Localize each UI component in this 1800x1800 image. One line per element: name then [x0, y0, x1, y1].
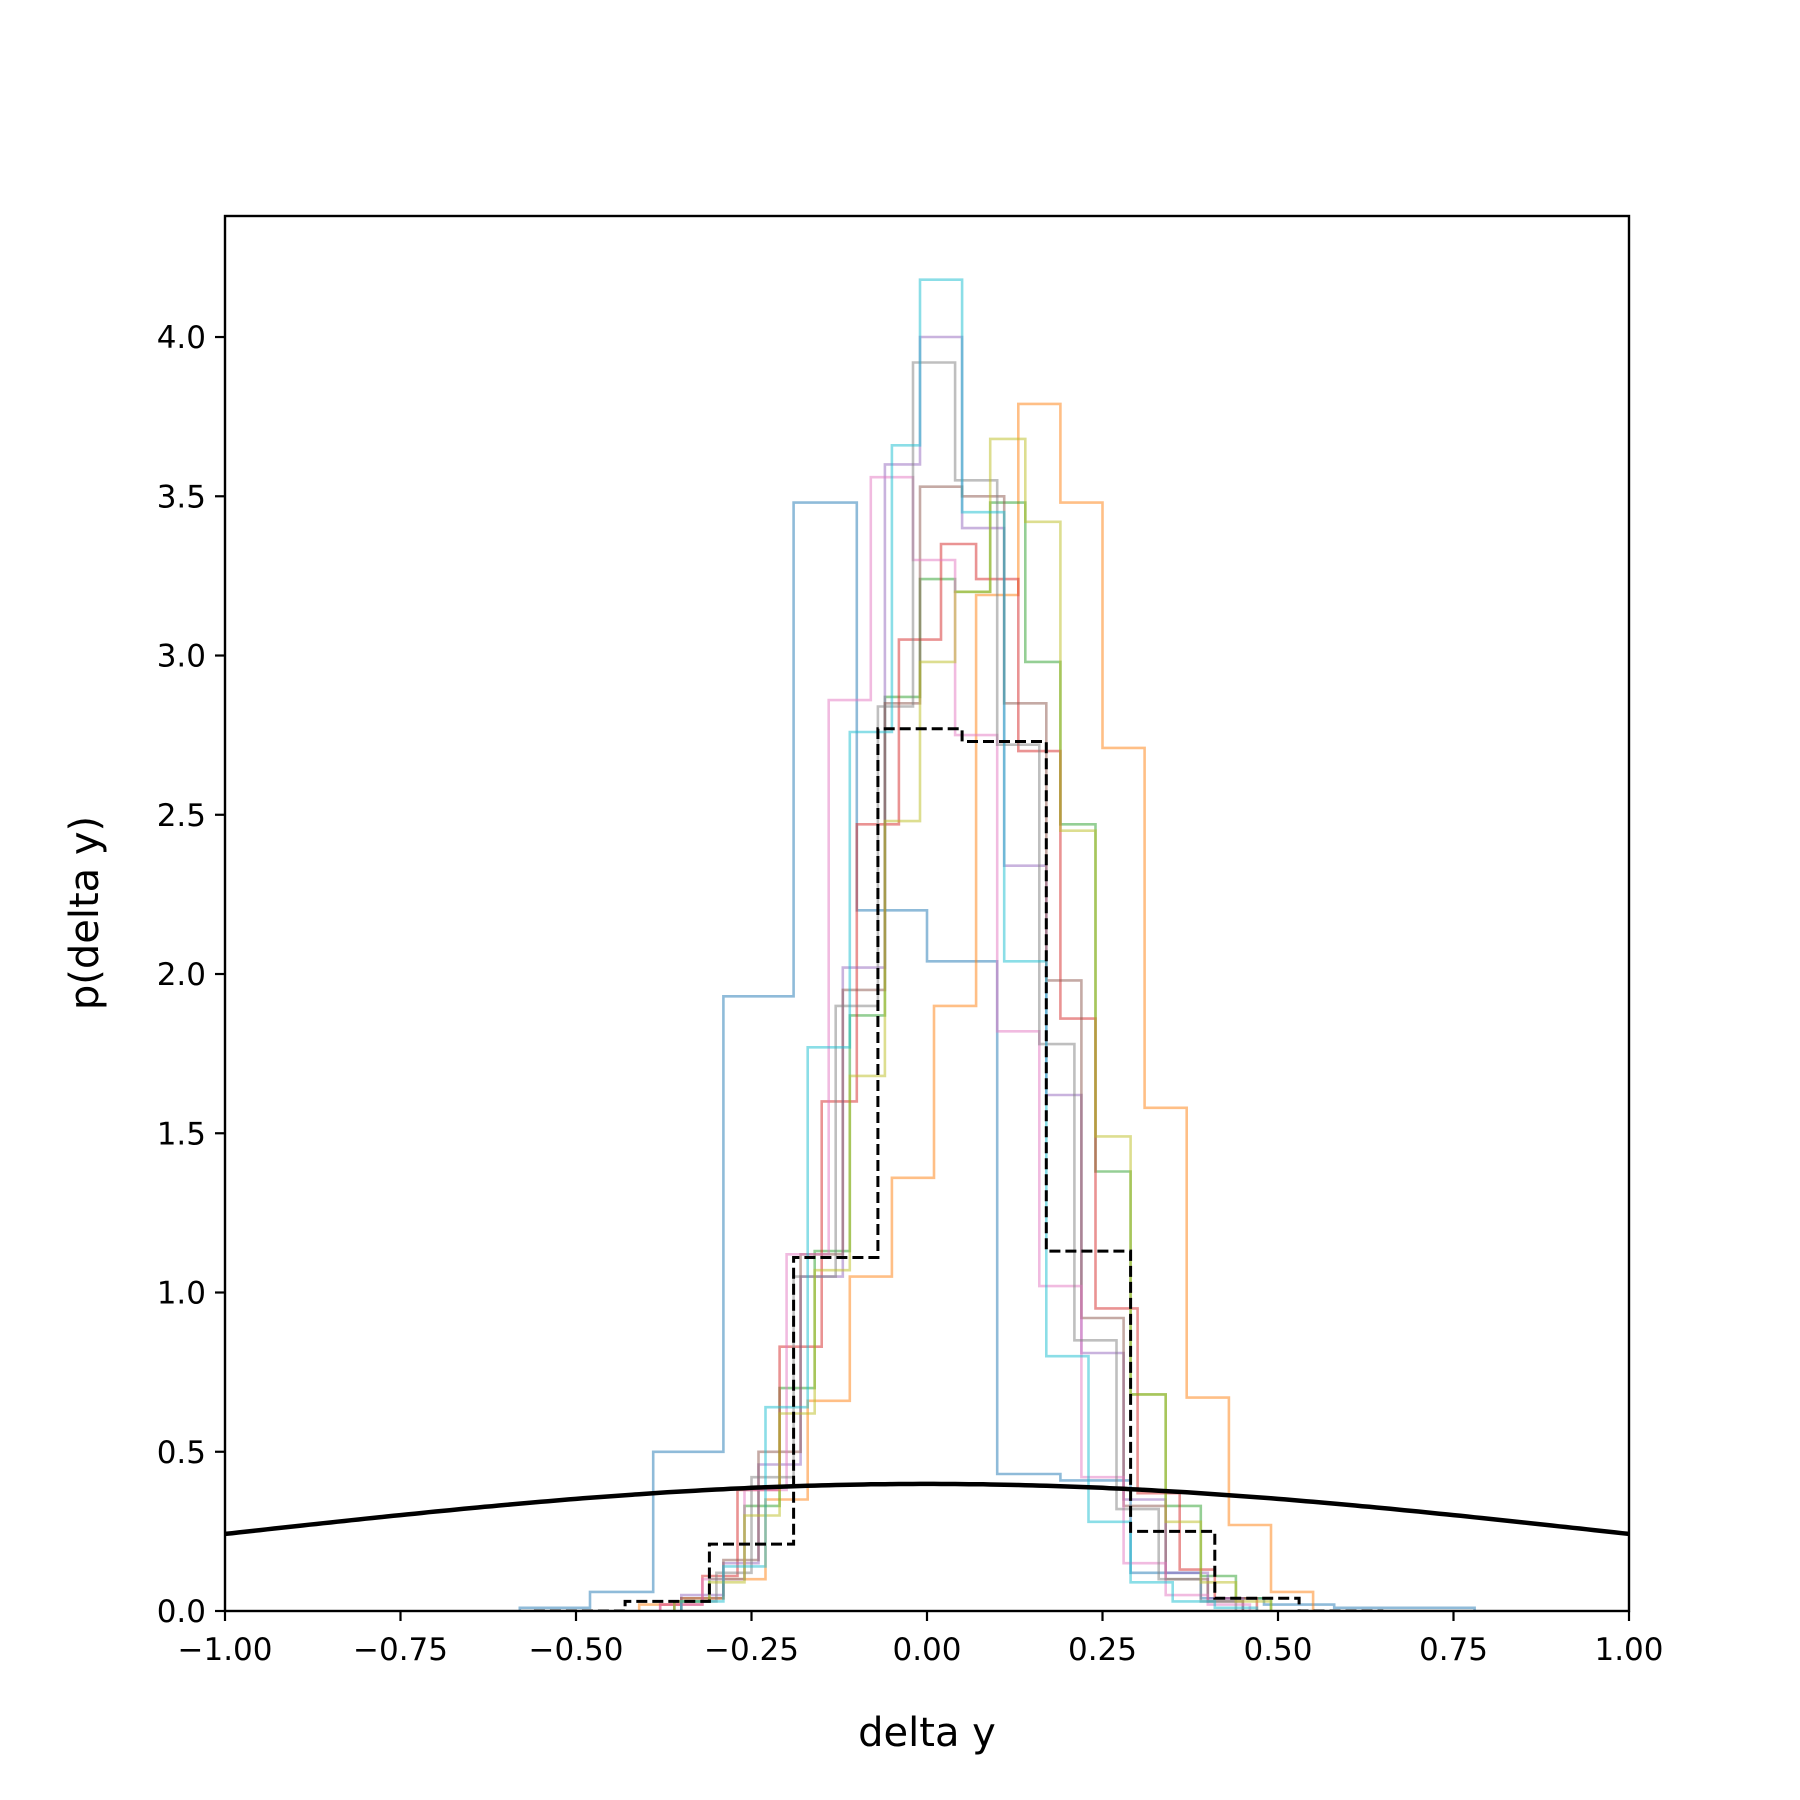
y-axis: 0.0 0.5 1.0 1.5 2.0 2.5 3.0 3.5 4.0 — [157, 320, 225, 1630]
histogram-series-9 — [673, 437, 1273, 1611]
reference-layer — [225, 727, 1629, 1611]
x-axis-label: delta y — [858, 1710, 996, 1756]
reference-histogram — [533, 727, 1384, 1611]
x-tick-label: 0.00 — [892, 1632, 961, 1668]
histogram-series-10 — [680, 278, 1259, 1611]
y-axis-label: p(delta y) — [62, 816, 108, 1010]
y-tick-label: 3.0 — [157, 639, 206, 675]
y-tick-label: 1.0 — [157, 1276, 206, 1312]
x-tick-label: 0.75 — [1419, 1632, 1488, 1668]
x-tick-label: −1.00 — [178, 1632, 273, 1668]
y-tick-label: 0.5 — [157, 1435, 206, 1471]
histogram-series-layer — [518, 278, 1476, 1611]
x-tick-label: 1.00 — [1594, 1632, 1663, 1668]
y-tick-label: 4.0 — [157, 320, 206, 356]
x-tick-label: −0.50 — [529, 1632, 624, 1668]
plot-area — [223, 214, 1631, 1613]
x-tick-label: 0.50 — [1243, 1632, 1312, 1668]
x-axis: −1.00 −0.75 −0.50 −0.25 0.00 0.25 0.50 0.75 1.00 — [178, 1611, 1664, 1668]
y-tick-label: 2.0 — [157, 957, 206, 993]
histogram-series-8 — [673, 361, 1238, 1611]
y-tick-label: 0.0 — [157, 1594, 206, 1630]
y-tick-label: 3.5 — [157, 479, 206, 515]
x-tick-label: −0.25 — [704, 1632, 799, 1668]
y-tick-label: 1.5 — [157, 1116, 206, 1152]
y-tick-label: 2.5 — [157, 798, 206, 834]
x-tick-label: −0.75 — [353, 1632, 448, 1668]
x-tick-label: 0.25 — [1068, 1632, 1137, 1668]
reference-normal-curve — [225, 1481, 1629, 1537]
